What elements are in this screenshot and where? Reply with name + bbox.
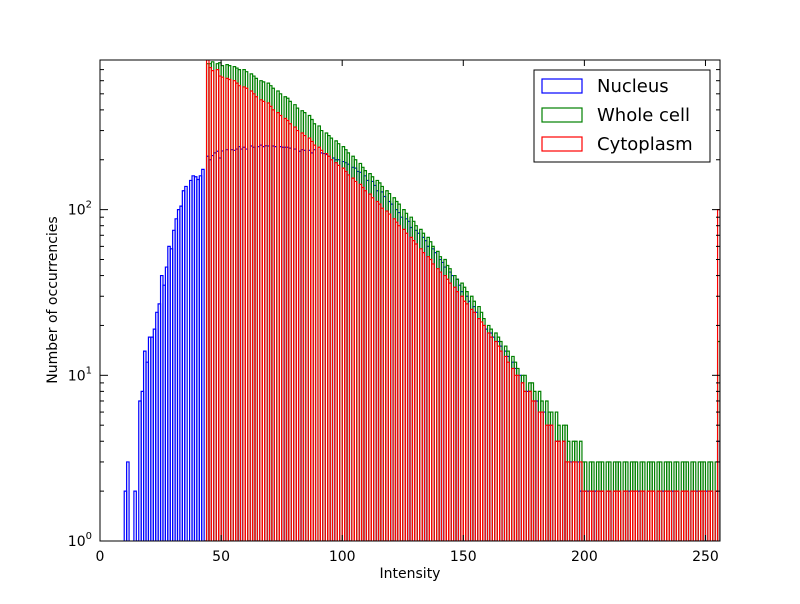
histogram-bin [319,149,324,541]
histogram-bin [641,490,646,541]
histogram-bin [404,232,409,541]
legend-label: Cytoplasm [597,134,693,155]
histogram-bin [634,490,639,541]
histogram-bin [523,390,527,541]
histogram-bin [201,168,205,541]
x-tick-label: 100 [329,549,356,565]
histogram-bin [591,490,595,541]
histogram-bin [336,164,341,541]
histogram-bin [607,490,612,541]
legend-swatch [541,107,583,123]
histogram-bin [421,252,426,541]
histogram-bin [465,303,469,541]
histogram-bin [431,263,435,541]
legend: Nucleus Whole cell Cytoplasm [533,69,711,163]
histogram-bin [658,490,663,541]
histogram-bin [288,123,292,541]
histogram-bin [540,411,544,541]
histogram-bin [380,207,384,541]
histogram-bin [346,174,351,541]
histogram-bin [448,282,452,541]
y-tick-label: 100 [68,531,92,550]
histogram-bin [312,144,317,541]
histogram-bin [353,180,358,541]
histogram-bin [261,100,266,541]
series-layer [123,60,720,541]
x-tick-label: 250 [692,549,719,565]
histogram-bin [278,114,283,541]
histogram-bin [133,490,137,541]
x-tick-label: 150 [450,549,477,565]
histogram-bin [387,213,392,541]
histogram-bin [489,336,493,541]
x-tick-label: 50 [212,549,230,565]
histogram-bin [685,490,690,541]
histogram-bin [363,190,368,541]
histogram-bin [515,374,520,541]
histogram-bin [244,87,249,541]
histogram-bin [499,350,503,541]
histogram-bin [210,70,215,541]
histogram-bin [271,109,275,541]
histogram-bin [692,490,697,541]
histogram-bin [482,324,486,541]
histogram-bin [237,85,242,541]
x-axis: 0 50 100 150 200 250 [96,60,719,565]
histogram-bin [668,490,673,541]
histogram-bin [220,76,225,541]
y-tick-label: 102 [68,200,92,219]
legend-label: Whole cell [597,105,690,126]
histogram-bin [455,291,460,541]
histogram-bin [651,490,656,541]
histogram-bin [438,271,443,541]
histogram-bin [227,78,232,541]
y-tick-label: 101 [68,365,92,384]
histogram-bin [302,134,307,541]
histogram-bin [414,243,418,541]
histogram-bin [506,361,510,541]
series-cytoplasm [204,60,720,541]
histogram-bin [709,490,714,541]
histogram-bin [254,96,259,541]
histogram-bin [549,424,554,541]
legend-swatch [541,136,583,152]
histogram-bin [600,490,605,541]
histogram-bin [557,440,561,541]
histogram-bin [295,129,300,541]
histogram-bin [574,461,578,541]
x-axis-label: Intensity [380,566,441,582]
histogram-bin [370,197,375,541]
y-axis: 100 101 102 [68,59,720,550]
histogram-bin [397,225,401,541]
histogram-bin [702,490,707,541]
histogram-bin [675,490,680,541]
x-tick-label: 0 [96,549,105,565]
histogram-bin [583,490,588,541]
histogram-bin [624,490,629,541]
histogram-bin [617,490,622,541]
x-tick-label: 200 [571,549,598,565]
legend-swatch [541,78,583,94]
legend-frame [533,69,711,163]
histogram-bin [184,185,188,541]
histogram-bin [126,461,130,541]
legend-label: Nucleus [597,76,669,97]
histogram-bin [532,400,537,541]
histogram-bin [329,159,334,541]
histogram-bin [566,461,571,541]
plot-frame [99,59,721,542]
histogram-bin [472,311,476,541]
y-axis-label: Number of occurrencies [45,216,61,383]
